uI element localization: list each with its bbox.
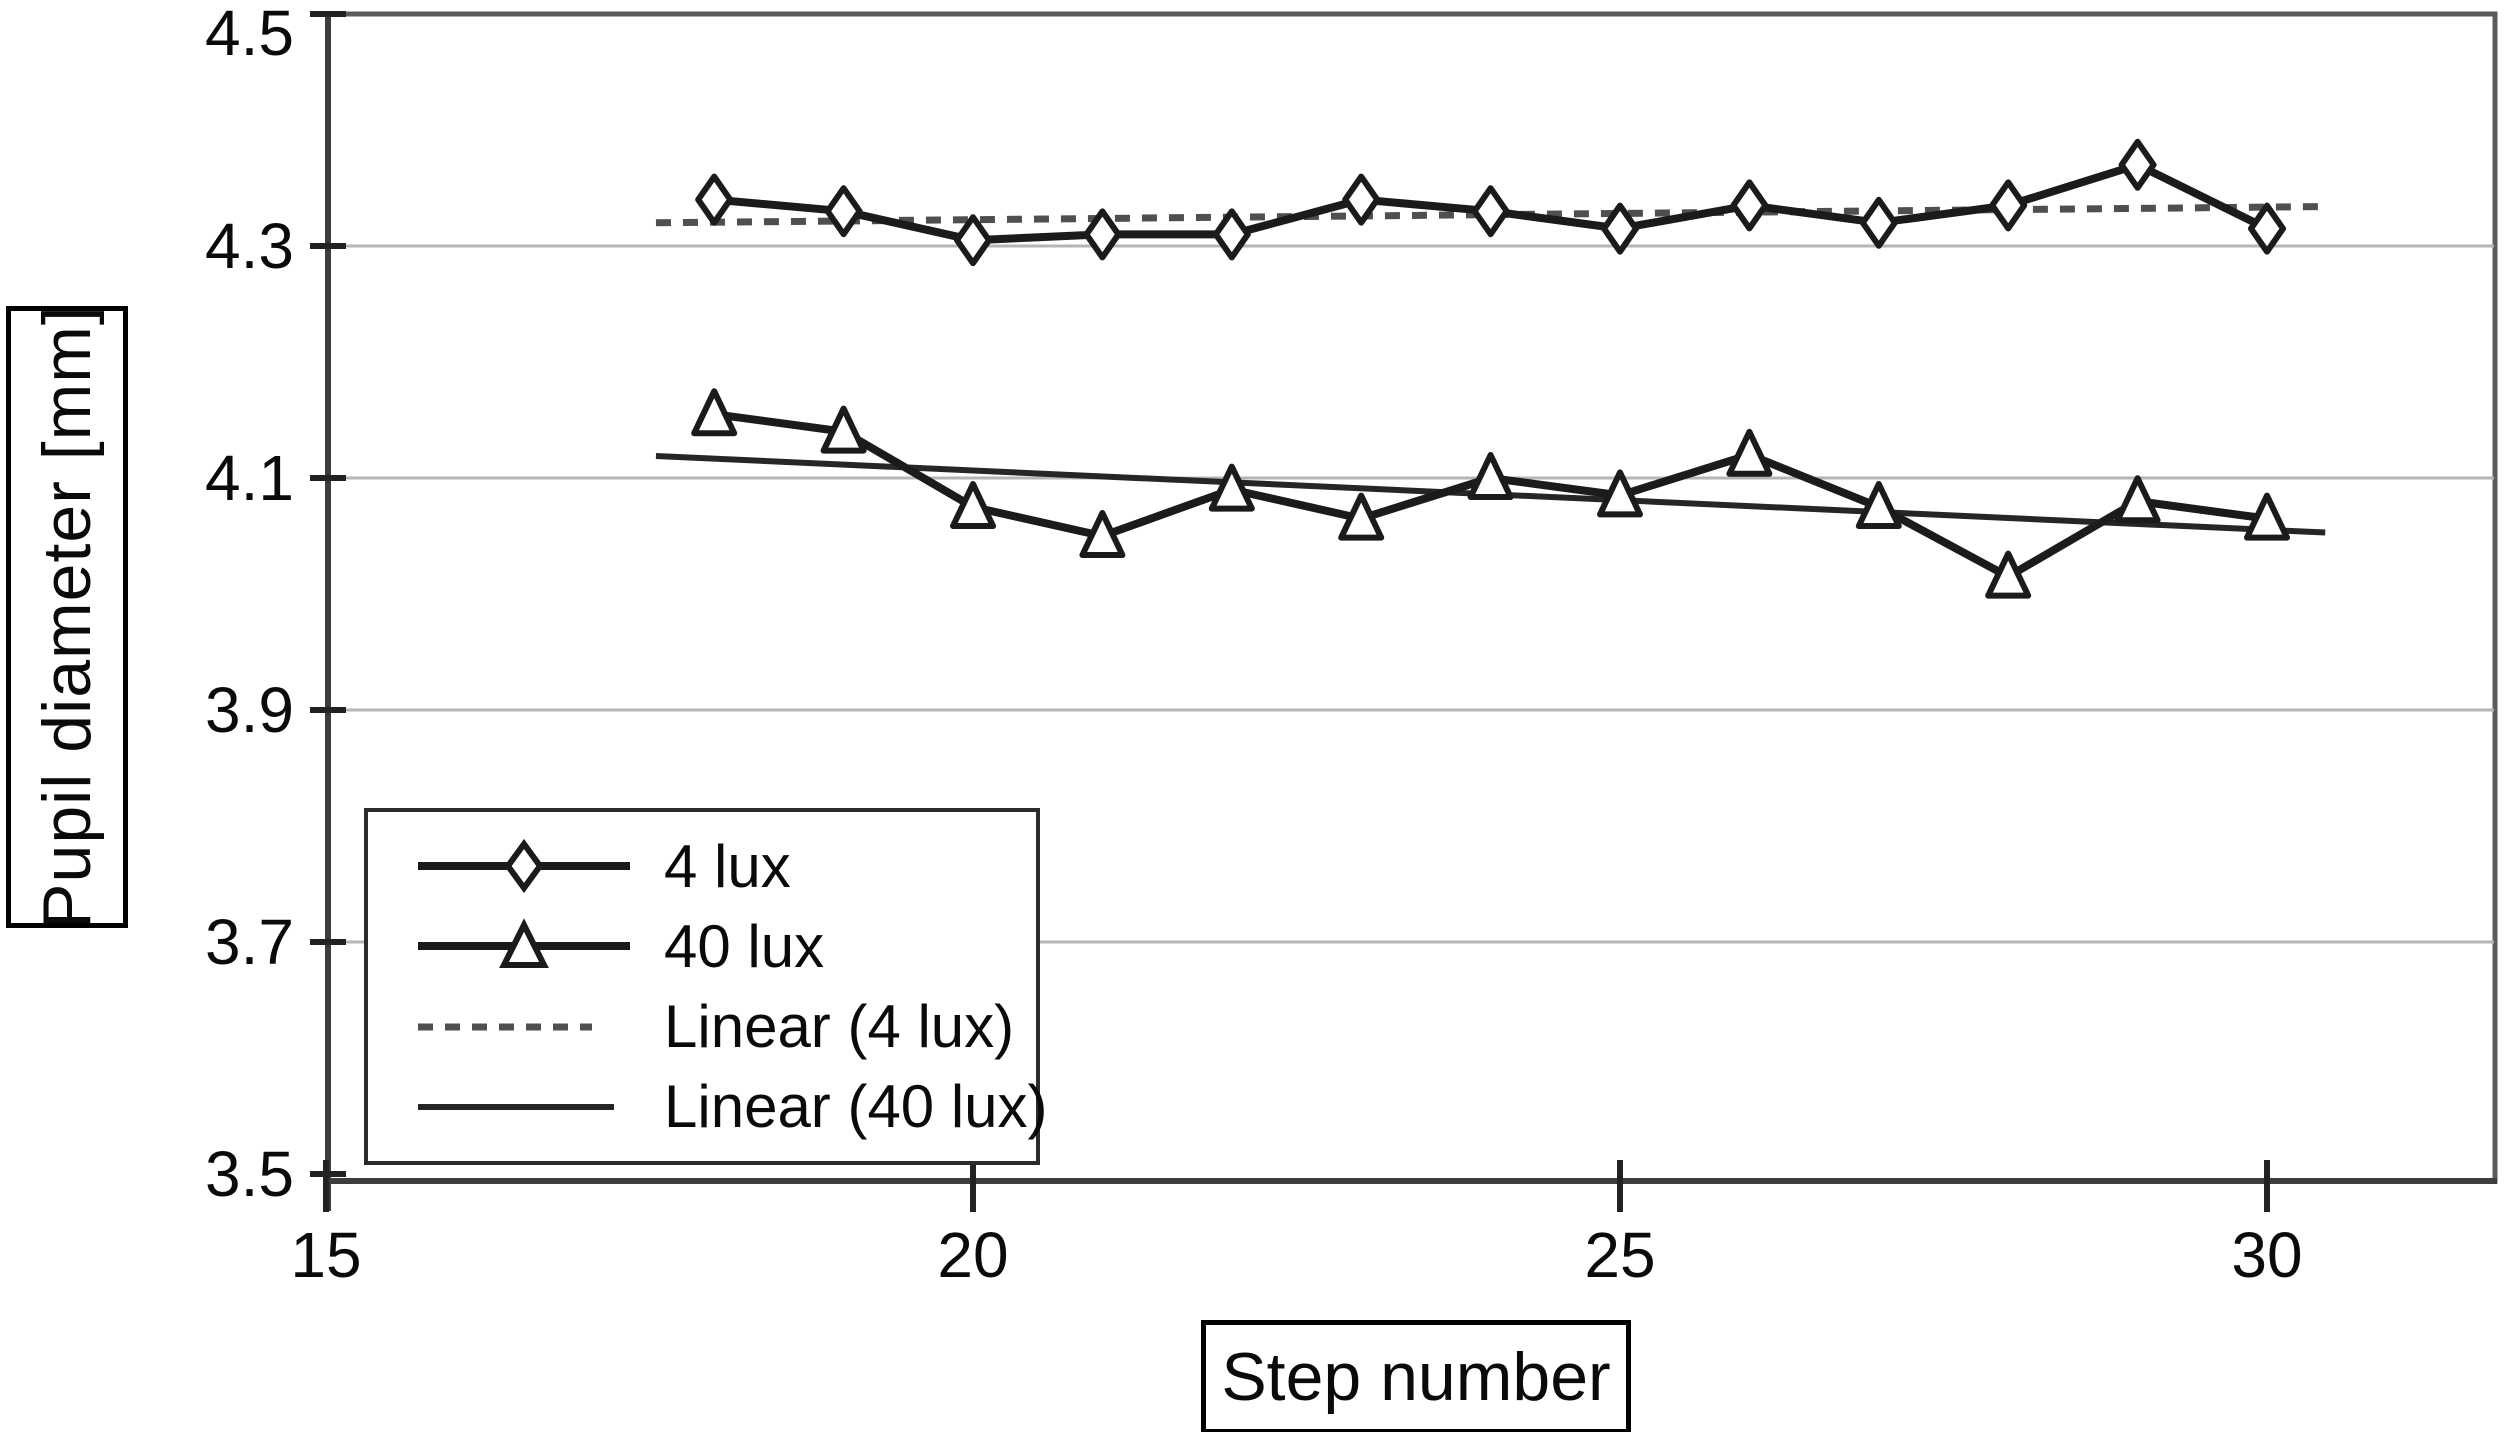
y-tick-label: 4.1	[205, 442, 294, 514]
triangle-marker-x21	[1079, 510, 1126, 558]
triangle-marker-x26	[1726, 428, 1773, 477]
y-tick-label: 4.5	[205, 0, 294, 69]
x-tick-label: 25	[1584, 1219, 1656, 1291]
legend-label: 4 lux	[664, 832, 791, 900]
legend-label: 40 lux	[664, 912, 825, 980]
triangle-marker-x23	[1338, 492, 1385, 541]
x-axis-title: Step number	[1221, 1339, 1611, 1415]
diamond-marker-x24	[1471, 185, 1510, 238]
diamond-marker-x26	[1730, 179, 1769, 232]
diamond-marker-icon	[504, 839, 544, 894]
y-tick-label: 3.9	[205, 674, 294, 746]
legend-solid-thin-swatch-icon	[418, 1103, 614, 1110]
x-tick-label: 30	[2231, 1219, 2303, 1291]
legend-label: Linear (40 lux)	[664, 1073, 1048, 1141]
y-axis-title-box: Pupil diameter [mm]	[6, 305, 128, 929]
legend-item-4-lux: 4 lux	[414, 832, 1026, 901]
diamond-marker-x22	[1212, 208, 1251, 261]
triangle-marker-x24	[1467, 452, 1514, 500]
diamond-marker-x18	[695, 173, 734, 226]
x-axis-title-box: Step number	[1201, 1320, 1631, 1432]
y-axis-title: Pupil diameter [mm]	[29, 305, 106, 929]
y-tick-label: 3.7	[205, 906, 294, 978]
diamond-marker-x27	[1859, 196, 1898, 249]
diamond-marker-x23	[1342, 173, 1381, 226]
legend-item-linear-40-lux-: Linear (40 lux)	[414, 1072, 1048, 1141]
triangle-marker-x19	[820, 405, 867, 454]
triangle-marker-icon	[499, 918, 549, 969]
x-tick-label: 20	[937, 1219, 1009, 1291]
legend-item-linear-4-lux-: Linear (4 lux)	[414, 992, 1026, 1061]
legend-triangle-swatch-icon	[418, 918, 630, 969]
diamond-marker-x30	[2248, 202, 2286, 255]
y-tick-label: 4.3	[205, 210, 294, 282]
triangle-marker-x20	[950, 481, 996, 529]
diamond-marker-x19	[824, 185, 863, 238]
legend: 4 lux 40 lux Linear (4 lux) Linear (40 lux)	[364, 808, 1048, 1165]
legend-dashed-swatch-icon	[418, 1023, 592, 1031]
triangle-marker-x25	[1597, 469, 1643, 518]
y-tick-label: 3.5	[205, 1138, 294, 1210]
legend-item-40-lux: 40 lux	[414, 912, 1026, 981]
diamond-marker-x29	[2118, 138, 2157, 191]
diamond-marker-x25	[1601, 202, 1639, 255]
triangle-marker-x30	[2244, 492, 2290, 541]
triangle-marker-x27	[1855, 481, 1902, 529]
triangle-marker-x22	[1208, 463, 1255, 512]
triangle-marker-x28	[1985, 550, 2032, 599]
triangle-marker-x18	[691, 388, 738, 437]
diamond-marker-x20	[954, 214, 992, 267]
trendline-linear-4-lux-	[655, 203, 2326, 227]
diamond-marker-x28	[1989, 179, 2028, 232]
x-tick-label: 15	[290, 1219, 362, 1291]
legend-label: Linear (4 lux)	[664, 993, 1015, 1061]
legend-diamond-swatch-icon	[418, 839, 630, 894]
diamond-marker-x21	[1083, 208, 1122, 261]
triangle-marker-x29	[2114, 475, 2161, 524]
